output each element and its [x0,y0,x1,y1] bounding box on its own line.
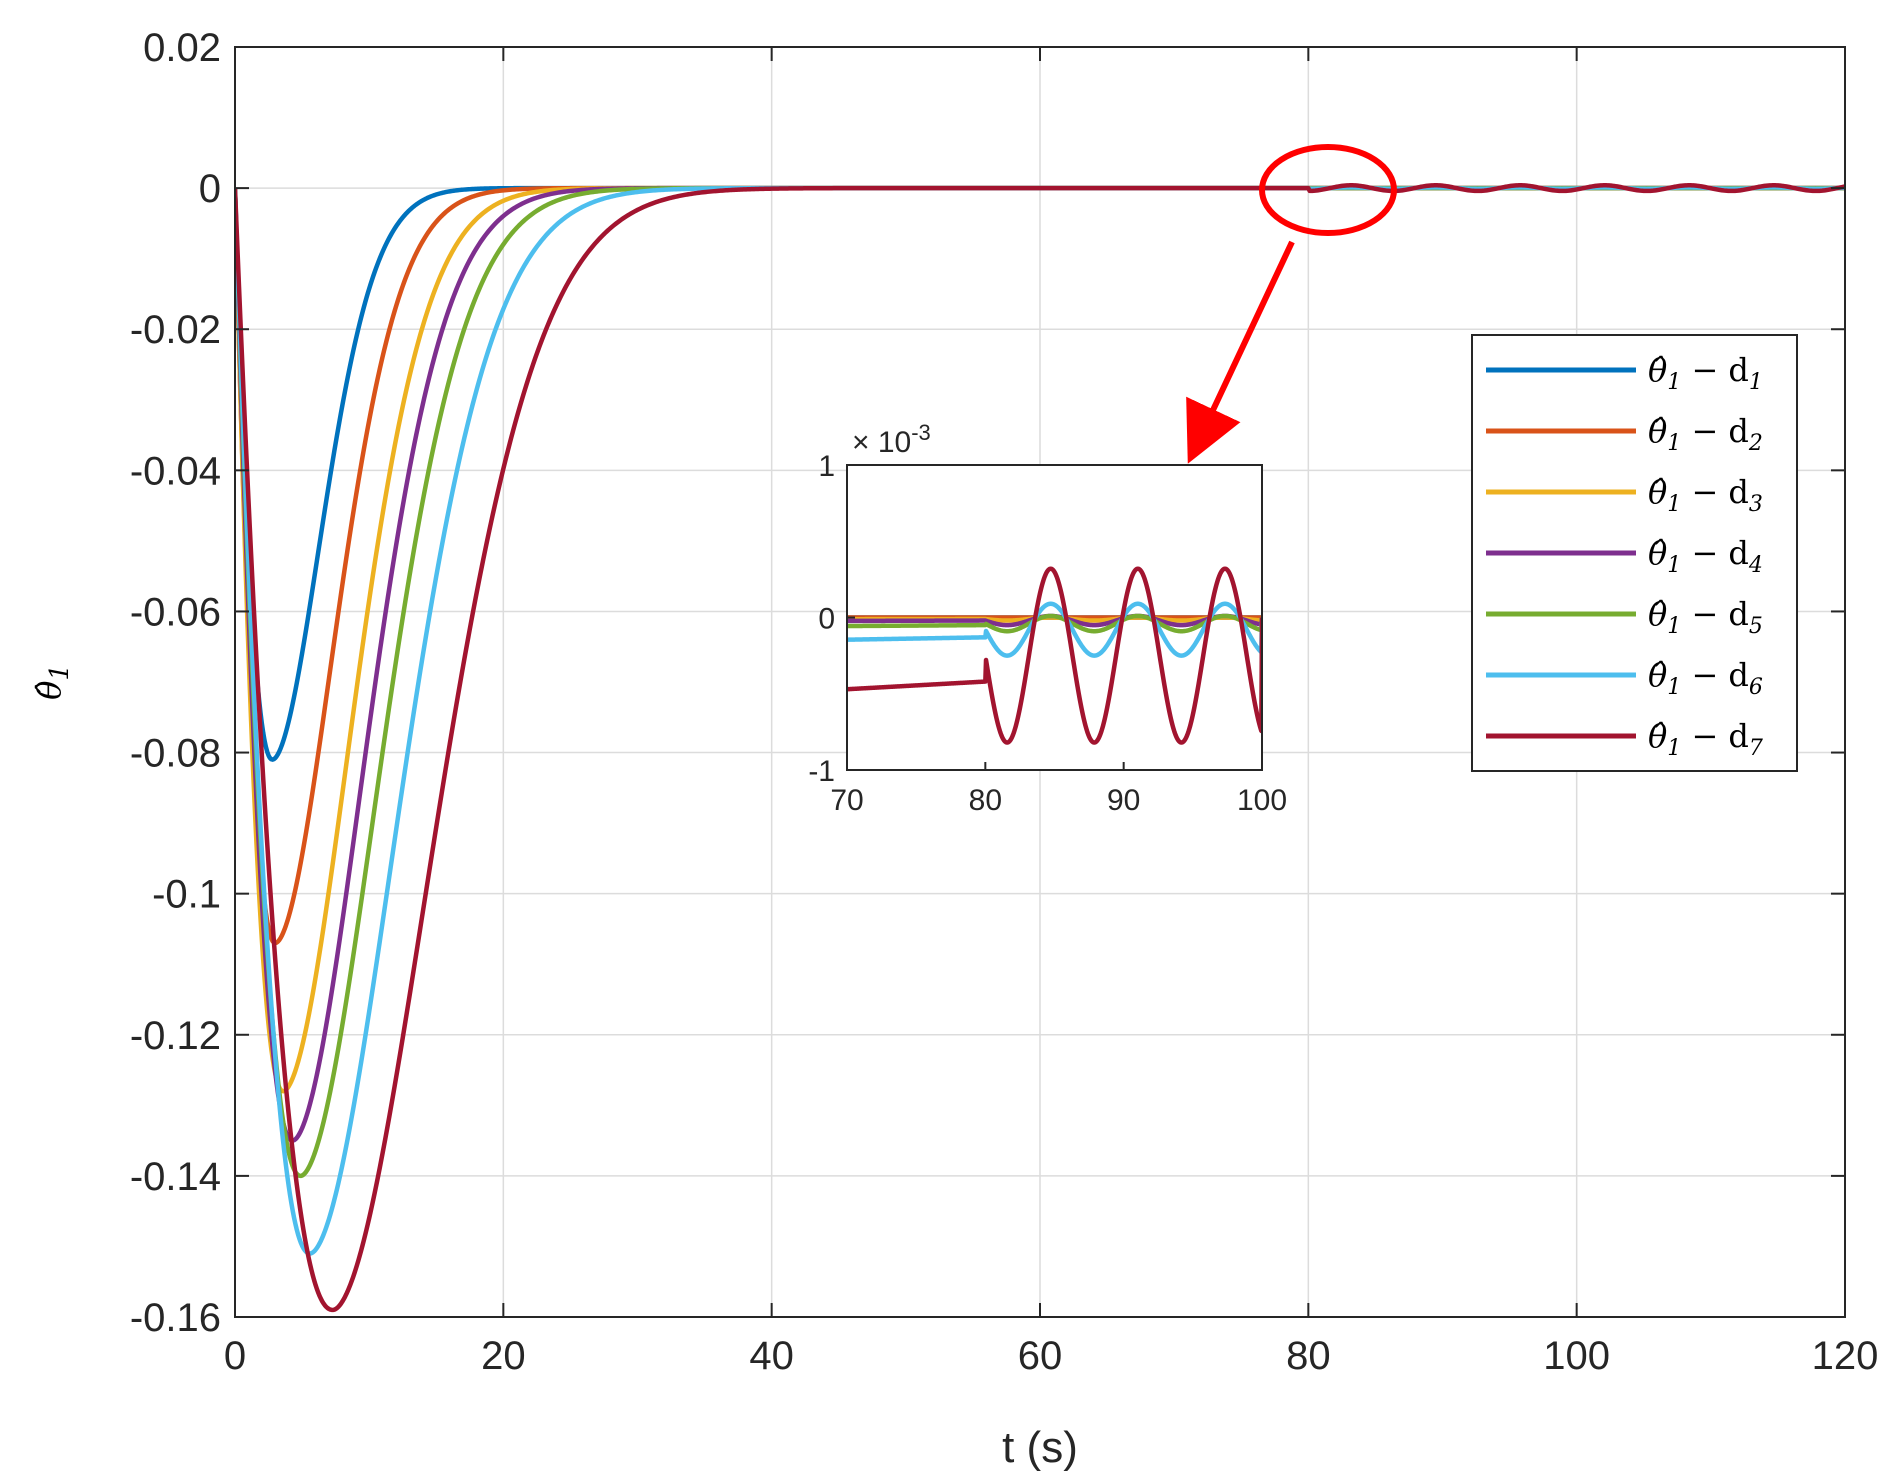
legend-item-d1: θ̂1 − d1 [1486,351,1763,395]
x-tick-label: 40 [749,1334,794,1378]
y-tick-label: -0.1 [152,873,221,917]
inset-ticks: 70 80 90 100 1 0 -1 [808,450,1287,817]
y-axis-label: θ̂1 [30,664,75,700]
legend-label: θ̂1 − d4 [1648,534,1763,578]
inset-series-line-6 [847,601,1262,658]
main-series-group [235,183,1845,1313]
legend-label: θ̂1 − d2 [1648,412,1763,456]
main-ticks: 0 20 40 60 80 100 120 0.02 0 -0.02 -0.04 -0.06 -0.08… [130,26,1879,1378]
legend-item-d6: θ̂1 − d6 [1486,656,1763,700]
inset-series-line-5 [847,613,1262,634]
inset-x-tick-label: 70 [830,784,863,817]
legend-label: θ̂1 − d7 [1648,717,1763,761]
x-tick-label: 0 [224,1334,246,1378]
x-tick-label: 60 [1018,1334,1063,1378]
inset-axes: 70 80 90 100 1 0 -1 × 10-3 [808,420,1287,817]
x-tick-label: 120 [1812,1334,1879,1378]
series-line-d7 [235,183,1845,1313]
inset-x-tick-label: 80 [969,784,1002,817]
x-axis-label: t (s) [1002,1423,1078,1472]
y-tick-label: 0.02 [143,26,221,70]
inset-y-tick-label: 0 [818,603,835,636]
x-tick-label: 20 [481,1334,526,1378]
inset-y-tick-label: 1 [818,450,835,483]
legend-label: θ̂1 − d1 [1648,351,1763,395]
legend-item-d3: θ̂1 − d3 [1486,473,1763,517]
legend-item-d2: θ̂1 − d2 [1486,412,1763,456]
inset-x-tick-label: 90 [1107,784,1140,817]
y-tick-label: 0 [199,167,221,211]
inset-series-line-7 [847,566,1262,745]
x-tick-label: 80 [1286,1334,1331,1378]
highlight-arrow [1186,240,1295,464]
inset-x-tick-label: 100 [1237,784,1287,817]
inset-exponent-label: × 10-3 [852,420,931,459]
y-tick-label: -0.08 [130,732,221,776]
y-tick-label: -0.16 [130,1296,221,1340]
highlight-ellipse [1259,144,1397,236]
y-tick-label: -0.06 [130,590,221,634]
legend-label: θ̂1 − d3 [1648,473,1763,517]
legend-item-d5: θ̂1 − d5 [1486,595,1763,639]
legend: θ̂1 − d1 θ̂1 − d2 θ̂1 − d3 θ̂1 − d4 θ̂1 − d5… [1471,334,1798,772]
legend-label: θ̂1 − d5 [1648,595,1763,639]
x-tick-label: 100 [1543,1334,1610,1378]
inset-y-tick-label: -1 [808,755,835,788]
y-tick-label: -0.12 [130,1014,221,1058]
y-tick-label: -0.04 [130,449,221,493]
y-tick-label: -0.02 [130,308,221,352]
legend-item-d7: θ̂1 − d7 [1486,717,1763,761]
y-tick-label: -0.14 [130,1155,221,1199]
svg-text:θ̂1: θ̂1 [30,664,75,700]
legend-item-d4: θ̂1 − d4 [1486,534,1763,578]
legend-label: θ̂1 − d6 [1648,656,1763,700]
inset-series-group [847,566,1262,745]
